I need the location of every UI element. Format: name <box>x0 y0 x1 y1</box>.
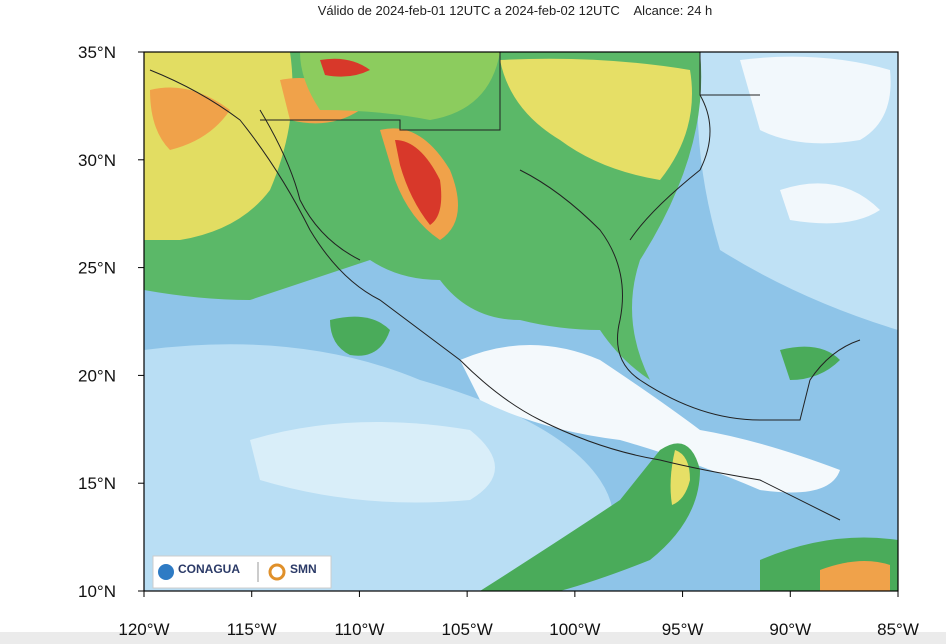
conagua-logo: CONAGUA <box>178 562 240 576</box>
y-tick-label: 25°N <box>78 259 116 278</box>
y-tick-label: 35°N <box>78 43 116 62</box>
x-tick-label: 120°W <box>118 620 169 639</box>
smn-logo: SMN <box>290 562 317 576</box>
x-tick-label: 100°W <box>549 620 600 639</box>
map-title: Válido de 2024-feb-01 12UTC a 2024-feb-0… <box>318 3 713 18</box>
x-tick-label: 85°W <box>877 620 919 639</box>
y-tick-label: 30°N <box>78 151 116 170</box>
coastlines <box>149 52 861 521</box>
map-frame <box>143 51 899 592</box>
x-tick-label: 105°W <box>442 620 493 639</box>
x-tick-label: 110°W <box>334 620 384 639</box>
y-tick-label: 15°N <box>78 474 116 493</box>
y-tick-label: 20°N <box>78 366 116 385</box>
x-tick-label: 90°W <box>769 620 811 639</box>
bottom-strip <box>0 632 946 644</box>
x-tick-label: 95°W <box>662 620 704 639</box>
y-tick-label: 10°N <box>78 582 116 601</box>
x-tick-label: 115°W <box>227 620 277 639</box>
precipitation-field <box>144 52 898 591</box>
logo-box: CONAGUA SMN <box>152 555 332 589</box>
